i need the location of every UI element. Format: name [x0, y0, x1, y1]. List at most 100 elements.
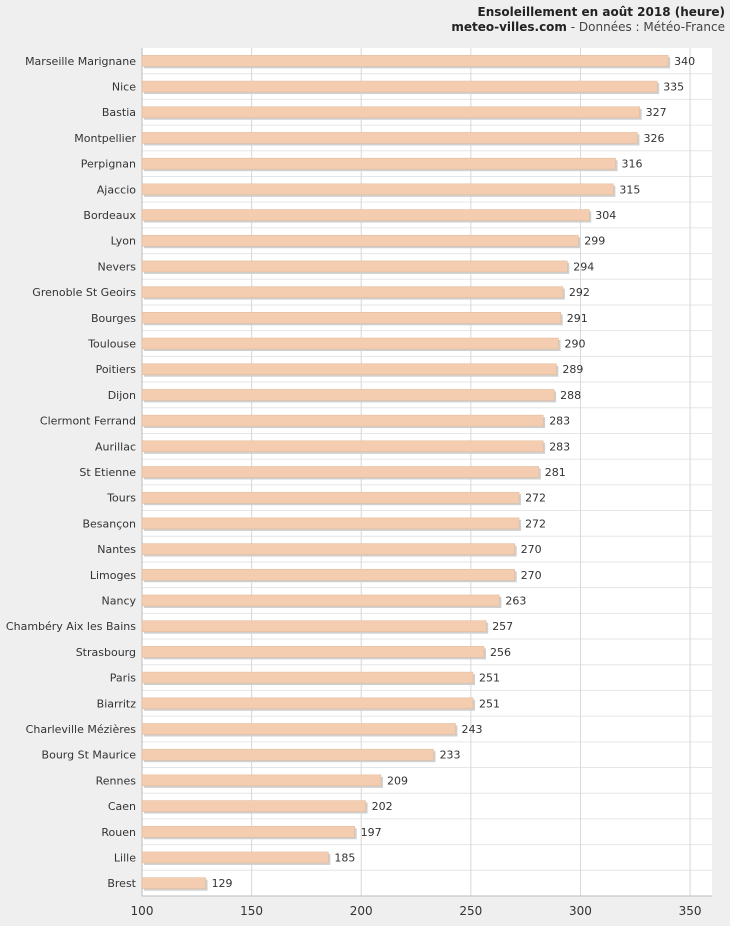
bar [141, 55, 669, 67]
chart-source: meteo-villes.com - Données : Météo-Franc… [451, 20, 725, 34]
bar-value-label: 197 [361, 826, 382, 839]
y-category-label: Tours [106, 492, 136, 505]
bar-value-label: 270 [521, 543, 542, 556]
bar [141, 260, 568, 273]
y-category-label: Poitiers [96, 363, 137, 376]
y-category-label: Rennes [96, 774, 137, 787]
y-category-label: Grenoble St Geoirs [32, 286, 136, 299]
bar [141, 183, 614, 196]
bar-value-label: 291 [567, 312, 588, 325]
bar [141, 800, 366, 812]
y-category-label: Biarritz [97, 697, 137, 710]
y-category-label: Marseille Marignane [25, 55, 136, 68]
y-category-label: Nantes [97, 543, 136, 556]
y-category-label: Toulouse [87, 338, 136, 351]
bar-value-label: 251 [479, 697, 500, 710]
bar-value-label: 129 [212, 877, 233, 890]
bar-value-label: 243 [462, 723, 483, 736]
x-tick-label: 300 [569, 904, 592, 918]
y-category-label: Ajaccio [97, 183, 136, 196]
x-tick-label: 150 [240, 904, 263, 918]
bar [141, 543, 515, 555]
bar-value-label: 288 [560, 389, 581, 402]
bar-value-label: 263 [505, 594, 526, 607]
bar-value-label: 290 [565, 338, 586, 351]
x-tick-label: 250 [459, 904, 482, 918]
bar [141, 620, 487, 632]
bar-value-label: 283 [549, 415, 570, 428]
bar [141, 389, 555, 401]
bar-value-label: 299 [584, 235, 605, 248]
bar-value-label: 326 [643, 132, 664, 145]
x-tick-label: 200 [350, 904, 373, 918]
bar-value-label: 316 [622, 158, 643, 171]
bar-value-label: 270 [521, 569, 542, 582]
bar [141, 877, 206, 889]
y-category-label: Strasbourg [76, 646, 136, 659]
bar [141, 312, 561, 324]
bar [141, 517, 520, 530]
bar [141, 491, 520, 504]
y-category-label: Caen [108, 800, 136, 813]
y-category-label: Nice [112, 81, 136, 94]
bar-value-label: 251 [479, 672, 500, 685]
y-category-label: Brest [107, 877, 136, 890]
y-category-label: Limoges [90, 569, 136, 582]
bar [141, 748, 434, 761]
bar-value-label: 292 [569, 286, 590, 299]
bar-value-label: 315 [619, 183, 640, 196]
x-tick-label: 350 [679, 904, 702, 918]
bar [141, 826, 355, 838]
bar [141, 80, 658, 93]
bar [141, 363, 557, 375]
bar [141, 286, 564, 298]
y-category-label: St Etienne [79, 466, 136, 479]
y-category-label: Paris [110, 672, 136, 685]
bar [141, 234, 579, 247]
bar-value-label: 335 [663, 81, 684, 94]
bar-value-label: 281 [545, 466, 566, 479]
bar-value-label: 340 [674, 55, 695, 68]
bar [141, 671, 474, 684]
bar-value-label: 185 [334, 851, 355, 864]
bar-value-label: 233 [440, 749, 461, 762]
bar [141, 646, 485, 658]
y-category-label: Bastia [102, 106, 136, 119]
source-suffix: - Données : Météo-France [566, 20, 725, 34]
bar-value-label: 289 [562, 363, 583, 376]
y-category-label: Perpignan [81, 158, 136, 171]
bar-value-label: 272 [525, 492, 546, 505]
y-category-label: Nancy [102, 594, 137, 607]
bar-value-label: 256 [490, 646, 511, 659]
bar [141, 132, 638, 144]
x-tick-label: 100 [131, 904, 154, 918]
bar-value-label: 272 [525, 517, 546, 530]
y-category-label: Bourg St Maurice [42, 749, 137, 762]
y-category-label: Chambéry Aix les Bains [6, 620, 136, 633]
bar [141, 337, 559, 350]
y-category-label: Charleville Mézières [26, 723, 137, 736]
y-category-label: Rouen [101, 826, 136, 839]
bar-value-label: 209 [387, 774, 408, 787]
bar [141, 209, 590, 221]
bar-value-label: 283 [549, 440, 570, 453]
source-site[interactable]: meteo-villes.com [451, 20, 567, 34]
y-category-label: Lyon [111, 235, 136, 248]
y-category-label: Montpellier [74, 132, 136, 145]
y-category-label: Clermont Ferrand [40, 415, 136, 428]
bar-value-label: 257 [492, 620, 513, 633]
bar-value-label: 327 [646, 106, 667, 119]
bar-value-label: 294 [573, 260, 594, 273]
bar [141, 723, 456, 735]
bar [141, 157, 616, 170]
bar [141, 697, 474, 710]
bar [141, 851, 329, 864]
bar [141, 414, 544, 427]
bar [141, 774, 382, 787]
bar [141, 594, 500, 607]
y-category-label: Bourges [91, 312, 136, 325]
chart-title: Ensoleillement en août 2018 (heure) [477, 5, 725, 19]
bar [141, 440, 544, 453]
bar-value-label: 304 [595, 209, 616, 222]
